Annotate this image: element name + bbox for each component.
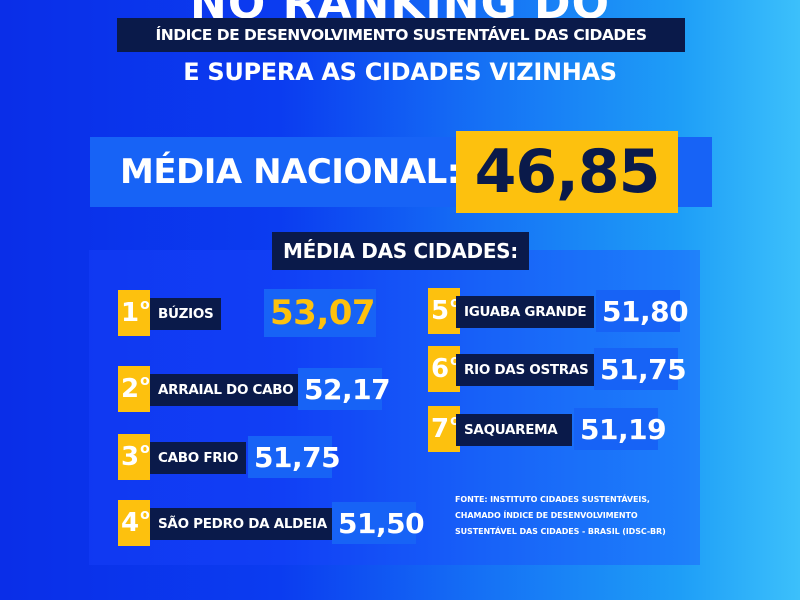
city-name: ARRAIAL DO CABO	[150, 374, 302, 406]
city-score: 51,80	[596, 290, 689, 332]
city-score: 51,19	[574, 408, 667, 450]
city-score: 52,17	[298, 368, 391, 410]
source-line-1: FONTE: INSTITUTO CIDADES SUSTENTÁVEIS,	[455, 495, 650, 504]
source-line-3: SUSTENTÁVEL DAS CIDADES - BRASIL (IDSC-B…	[455, 527, 666, 536]
city-score: 53,07	[264, 289, 376, 337]
city-name: RIO DAS OSTRAS	[456, 354, 597, 386]
national-average-value: 46,85	[456, 131, 678, 213]
cities-title: MÉDIA DAS CIDADES:	[272, 232, 529, 270]
city-score: 51,50	[332, 502, 425, 544]
city-name: SÃO PEDRO DA ALDEIA	[150, 508, 335, 540]
national-average-label: MÉDIA NACIONAL:	[120, 152, 460, 192]
city-name: BÚZIOS	[150, 298, 222, 330]
city-name: SAQUAREMA	[456, 414, 572, 446]
city-score: 51,75	[248, 436, 341, 478]
source-note: FONTE: INSTITUTO CIDADES SUSTENTÁVEIS, C…	[455, 492, 695, 540]
city-name: CABO FRIO	[150, 442, 247, 474]
source-line-2: CHAMADO ÍNDICE DE DESENVOLVIMENTO	[455, 511, 638, 520]
index-banner: ÍNDICE DE DESENVOLVIMENTO SUSTENTÁVEL DA…	[117, 18, 685, 52]
subheadline: E SUPERA AS CIDADES VIZINHAS	[183, 58, 617, 86]
city-score: 51,75	[594, 348, 687, 390]
city-name: IGUABA GRANDE	[456, 296, 595, 328]
